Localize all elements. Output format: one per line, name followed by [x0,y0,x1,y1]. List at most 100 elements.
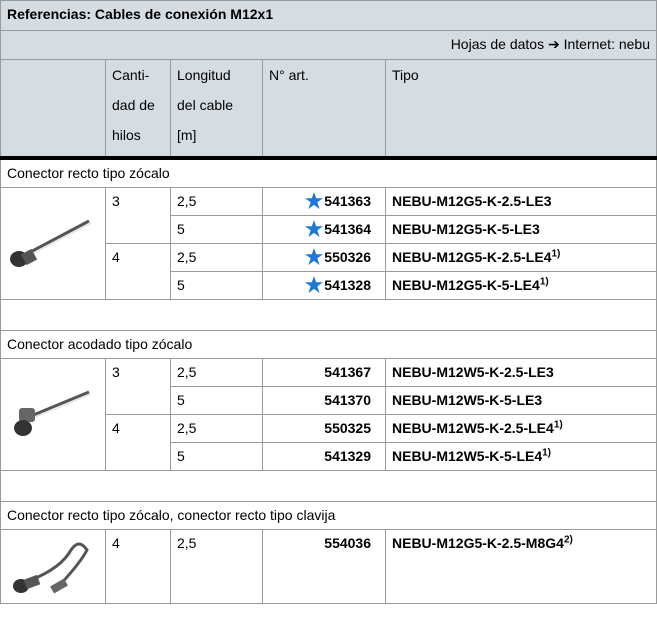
part-number: 541328 [324,277,371,293]
cable-length: 2,5 [170,243,263,272]
data-row: 4 2,5 550326 NEBU-M12G5-K-2.5-LE41) [1,243,657,300]
column-header: Longitud del cable [m] [170,59,263,160]
data-row: 3 2,5 541367 NEBU-M12W5-K-2.5-LE3 [0,358,657,471]
cable-length: 5 [170,386,263,415]
cable-icon [10,219,92,267]
part-number-cell: 541367 [262,358,386,387]
part-number: 554036 [324,535,371,551]
spacer-row [0,470,657,502]
type-cell: NEBU-M12W5-K-2.5-LE41) [385,414,657,443]
type-designation: NEBU-M12W5-K-5-LE3 [392,392,543,408]
column-header-line: [m] [177,127,197,143]
spacer-cell [0,299,657,331]
wire-count: 4 [105,243,171,300]
footnote-ref: 1) [542,447,552,459]
type-cell: NEBU-M12G5-K-2.5-LE3 [385,187,657,216]
type-designation: NEBU-M12W5-K-2.5-LE4 [392,420,554,436]
product-image-cell [0,529,106,604]
type-designation: NEBU-M12W5-K-2.5-LE3 [392,364,554,380]
cable-length: 2,5 [170,187,263,216]
type-cell: NEBU-M12W5-K-5-LE41) [385,442,657,471]
section-row: Conector recto tipo zócalo [0,157,657,188]
column-header-row: Canti-dad de hilos Longitud del cable [m] N° … [0,59,657,160]
note-row: Hojas de datos ➔ Internet: nebu [0,30,657,60]
data-row: 3 2,5 541363 NEBU-M12G5-K-2.5-LE3 [0,187,657,300]
footnote-ref: 2) [563,534,573,546]
column-header-line: hilos [112,127,141,143]
part-number-cell: 541364 [262,215,386,244]
data-row: 5 541328 NEBU-M12G5-K-5-LE41) [1,271,657,300]
part-number-cell: 541328 [262,271,386,300]
part-number: 541363 [324,193,371,209]
product-image-cell [0,358,106,471]
cable-length: 5 [170,271,263,300]
part-number-cell: 541370 [262,386,386,415]
column-header-line: N° art. [269,67,309,83]
table-body: Referencias: Cables de conexión M12x1 Ho… [0,0,657,604]
part-number-cell: 541329 [262,442,386,471]
preferred-star [305,220,324,237]
preferred-star [305,192,324,209]
type-cell: NEBU-M12G5-K-5-LE41) [385,271,657,300]
section-title: Conector acodado tipo zócalo [0,330,657,359]
type-cell: NEBU-M12G5-K-2.5-M8G42) [385,529,657,604]
part-number: 550325 [324,420,371,436]
type-cell: NEBU-M12W5-K-2.5-LE3 [385,358,657,387]
column-header-line: Canti- [112,67,150,83]
data-row: 4 2,5 554036 NEBU-M12G5-K-2.5-M8G42) [0,529,657,604]
cable-length: 5 [170,215,263,244]
cable-length: 2,5 [170,529,263,604]
type-designation: NEBU-M12G5-K-5-LE3 [392,221,540,237]
footnote-ref: 1) [551,248,561,260]
table-title: Referencias: Cables de conexión M12x1 [0,0,657,31]
cable-icon [14,390,92,436]
footnote-ref: 1) [539,276,549,288]
wire-count: 3 [105,187,171,244]
section-row: Conector recto tipo zócalo, conector rec… [0,501,657,530]
wire-count: 4 [105,414,171,471]
preferred-star [305,248,324,265]
spacer-row [0,299,657,331]
part-number-cell: 550325 [262,414,386,443]
preferred-star [305,276,324,293]
column-header-line: del cable [177,97,234,113]
datasheet-note: Hojas de datos ➔ Internet: nebu [0,30,657,60]
title-row: Referencias: Cables de conexión M12x1 [0,0,657,31]
part-number: 541367 [324,364,371,380]
part-number-cell: 550326 [262,243,386,272]
type-cell: NEBU-M12G5-K-5-LE3 [385,215,657,244]
cable-length: 2,5 [170,414,263,443]
column-header: Canti-dad de hilos [105,59,171,160]
column-header-line: Tipo [392,67,419,83]
type-designation: NEBU-M12G5-K-2.5-LE3 [392,193,552,209]
icon-column-header [0,59,106,160]
section-row: Conector acodado tipo zócalo [0,330,657,359]
cable-length: 5 [170,442,263,471]
type-designation: NEBU-M12G5-K-2.5-LE4 [392,249,552,265]
cable-length: 2,5 [170,358,263,387]
part-number: 541364 [324,221,371,237]
section-title: Conector recto tipo zócalo [0,157,657,188]
type-cell: NEBU-M12W5-K-5-LE3 [385,386,657,415]
type-designation: NEBU-M12G5-K-5-LE4 [392,277,540,293]
data-row: 5 541329 NEBU-M12W5-K-5-LE41) [1,442,657,471]
part-number: 541329 [324,448,371,464]
part-number-cell: 541363 [262,187,386,216]
type-designation: NEBU-M12G5-K-2.5-M8G4 [392,535,564,551]
column-header-line: Longitud [177,67,231,83]
part-number-cell: 554036 [262,529,386,604]
part-number: 541370 [324,392,371,408]
cable-icon [13,542,89,594]
type-designation: NEBU-M12W5-K-5-LE4 [392,448,543,464]
spacer-cell [0,470,657,502]
column-header-line: dad de [112,97,155,113]
data-row: 5 541364 NEBU-M12G5-K-5-LE3 [1,215,657,244]
footnote-ref: 1) [553,419,563,431]
column-header: N° art. [262,59,386,160]
wire-count: 4 [105,529,171,604]
part-number: 550326 [324,249,371,265]
type-cell: NEBU-M12G5-K-2.5-LE41) [385,243,657,272]
product-image-cell [0,187,106,300]
reference-table: Referencias: Cables de conexión M12x1 Ho… [0,0,657,604]
